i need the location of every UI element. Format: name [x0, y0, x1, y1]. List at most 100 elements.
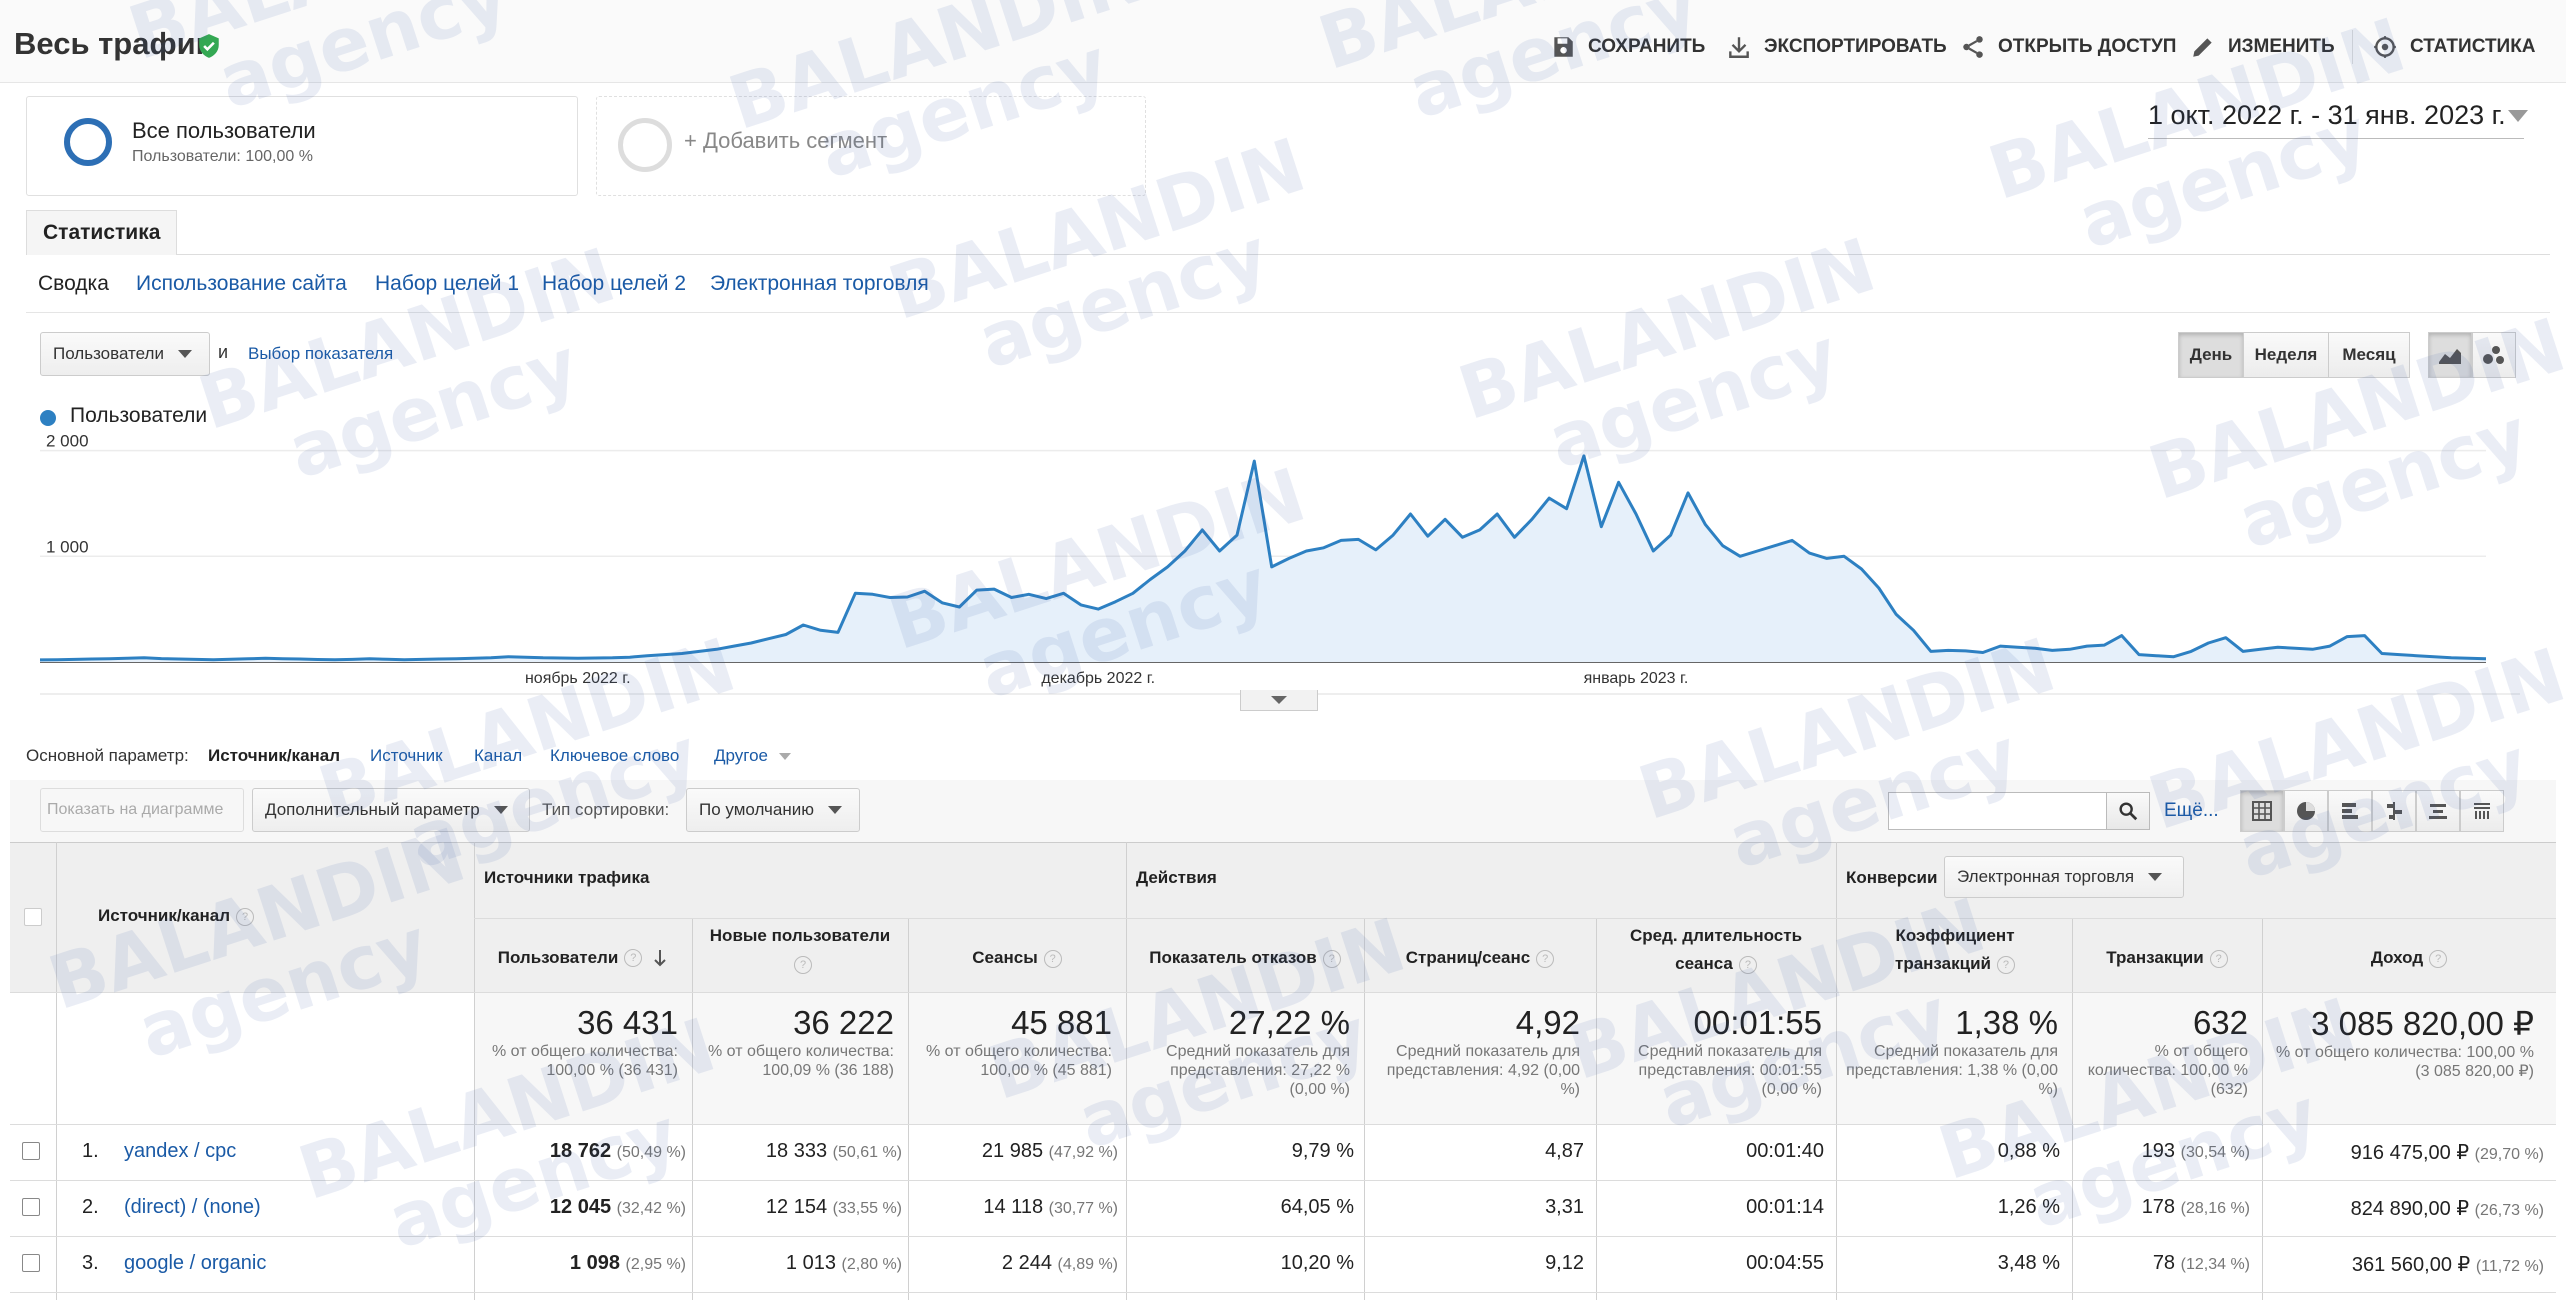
primary-dimension-other[interactable]: Другое [714, 746, 791, 766]
plot-rows-button[interactable]: Показать на диаграмме [40, 788, 244, 832]
tab-divider [26, 254, 2550, 255]
help-icon[interactable]: ? [236, 907, 255, 926]
legend-users-label: Пользователи [70, 404, 208, 427]
col-revenue-header[interactable]: Доход? [2264, 944, 2554, 972]
cell-value: 3,31 [1545, 1196, 1584, 1218]
help-icon[interactable]: ? [2429, 949, 2448, 968]
col-transactions-header[interactable]: Транзакции? [2074, 944, 2260, 972]
total-transactions-sub: % от общего количества: 100,00 % (632) [2087, 1043, 2248, 1098]
row-cell-users: 18 762 (50,49 %) [550, 1140, 686, 1163]
advanced-filter-link[interactable]: Ещё... [2164, 800, 2219, 821]
total-sessions-value: 45 881 [1011, 1004, 1112, 1041]
primary-dimension-medium[interactable]: Канал [474, 746, 523, 765]
select-metric-link[interactable]: Выбор показателя [248, 344, 394, 363]
add-segment-button[interactable] [596, 96, 1146, 196]
subtab-summary[interactable]: Сводка [38, 272, 109, 295]
table-view-performance-button[interactable] [2328, 790, 2372, 832]
subtab-goal-set-1[interactable]: Набор целей 1 [375, 272, 520, 295]
secondary-dimension-select[interactable]: Дополнительный параметр [252, 788, 530, 832]
col-duration-header[interactable]: Сред. длительность сеанса? [1610, 922, 1822, 978]
subtab-site-usage[interactable]: Использование сайта [136, 272, 347, 295]
total-revenue: 3 085 820,00 ₽ % от общего количества: 1… [2270, 1004, 2534, 1081]
total-conv-rate-value: 1,38 % [1955, 1004, 2058, 1041]
sort-type-select[interactable]: По умолчанию [686, 788, 860, 832]
sort-descending-icon [654, 950, 666, 967]
table-search-button[interactable] [2106, 792, 2150, 830]
row-cell-bounce: 9,79 % [1292, 1140, 1354, 1163]
insights-button[interactable]: СТАТИСТИКА [2372, 32, 2536, 62]
help-icon[interactable]: ? [1738, 955, 1757, 974]
col-pages-header[interactable]: Страниц/сеанс? [1366, 944, 1594, 972]
conversion-goal-select[interactable]: Электронная торговля [1944, 856, 2184, 898]
row-source-link[interactable]: yandex / cpc [124, 1140, 237, 1162]
help-icon[interactable]: ? [2209, 949, 2228, 968]
primary-dimension-source[interactable]: Источник [370, 746, 443, 765]
col-new-users-header[interactable]: Новые пользователи? [694, 922, 906, 978]
term-cloud-icon [2429, 804, 2447, 819]
cell-value: 12 154 [765, 1196, 828, 1218]
row-cell-pages: 4,87 [1545, 1140, 1584, 1163]
table-view-term-cloud-button[interactable] [2416, 790, 2460, 832]
pencil-icon [2193, 38, 2212, 57]
total-bounce-value: 27,22 % [1228, 1004, 1350, 1041]
save-button[interactable]: СОХРАНИТЬ [1550, 32, 1705, 62]
dimension-column-header[interactable]: Источник/канал? [98, 902, 255, 930]
chevron-down-icon [2148, 873, 2163, 881]
table-view-comparison-button[interactable] [2372, 790, 2416, 832]
edit-button[interactable]: ИЗМЕНИТЬ [2190, 32, 2335, 62]
segment-ring-icon [64, 118, 112, 166]
row-checkbox[interactable] [22, 1254, 40, 1272]
col-pages-label: Страниц/сеанс [1405, 948, 1531, 967]
help-icon[interactable]: ? [1996, 955, 2015, 974]
row-cell-revenue: 361 560,00 ₽ (11,72 %) [2352, 1252, 2544, 1277]
row-cell-conv-rate: 0,88 % [1998, 1140, 2060, 1163]
col-users-header[interactable]: Пользователи? [474, 930, 692, 986]
col-sessions-header[interactable]: Сеансы? [910, 944, 1124, 972]
subtab-goal-set-2[interactable]: Набор целей 2 [542, 272, 687, 295]
table-view-pivot-button[interactable] [2460, 790, 2504, 832]
grid-table-icon [2252, 801, 2272, 821]
export-button[interactable]: ЭКСПОРТИРОВАТЬ [1726, 32, 1947, 62]
subtab-ecommerce[interactable]: Электронная торговля [710, 272, 929, 295]
period-month-button[interactable]: Месяц [2328, 332, 2410, 378]
cell-value: 361 560,00 ₽ [2351, 1254, 2471, 1276]
column-divider [2262, 918, 2263, 1300]
share-button[interactable]: ОТКРЫТЬ ДОСТУП [1960, 32, 2176, 62]
primary-dimension-keyword[interactable]: Ключевое слово [550, 746, 680, 765]
select-all-checkbox[interactable] [24, 908, 42, 926]
row-source-link[interactable]: google / organic [124, 1252, 267, 1274]
cell-value: 00:04:55 [1746, 1252, 1824, 1274]
sort-type-label: Тип сортировки: [542, 800, 670, 819]
table-search-input[interactable] [1888, 792, 2108, 830]
cell-percent: (26,73 %) [2474, 1202, 2544, 1219]
row-checkbox[interactable] [22, 1142, 40, 1160]
col-conv-rate-header[interactable]: Коэффициент транзакций? [1850, 922, 2060, 978]
row-divider [10, 992, 2556, 993]
row-checkbox[interactable] [22, 1198, 40, 1216]
tab-explorer[interactable]: Статистика [26, 210, 178, 255]
row-source-link[interactable]: (direct) / (none) [124, 1196, 261, 1218]
line-chart-view-button[interactable] [2428, 332, 2472, 378]
metric-select[interactable]: Пользователи [40, 332, 210, 376]
table-view-data-button[interactable] [2240, 790, 2284, 832]
collapse-chart-button[interactable] [1240, 690, 1318, 711]
help-icon[interactable]: ? [1322, 949, 1341, 968]
help-icon[interactable]: ? [1536, 949, 1555, 968]
help-icon[interactable]: ? [794, 955, 812, 974]
chevron-down-icon[interactable] [2508, 110, 2528, 122]
row-cell-users: 12 045 (32,42 %) [550, 1196, 686, 1219]
help-icon[interactable]: ? [624, 949, 643, 967]
help-icon[interactable]: ? [1043, 949, 1062, 968]
period-day-button[interactable]: День [2178, 332, 2244, 378]
period-week-button[interactable]: Неделя [2243, 332, 2329, 378]
col-bounce-label: Показатель отказов [1149, 948, 1317, 967]
cell-value: 9,12 [1545, 1252, 1584, 1274]
date-range-picker[interactable]: 1 окт. 2022 г. - 31 янв. 2023 г. [2148, 100, 2506, 130]
segment-all-users[interactable] [26, 96, 578, 196]
table-view-percentage-button[interactable] [2284, 790, 2328, 832]
primary-dimension-source-medium[interactable]: Источник/канал [208, 746, 341, 765]
cell-value: 2 244 [1001, 1252, 1052, 1274]
motion-chart-view-button[interactable] [2472, 332, 2516, 378]
col-bounce-header[interactable]: Показатель отказов? [1128, 944, 1362, 972]
total-bounce: 27,22 % Средний показатель для представл… [1134, 1004, 1350, 1099]
